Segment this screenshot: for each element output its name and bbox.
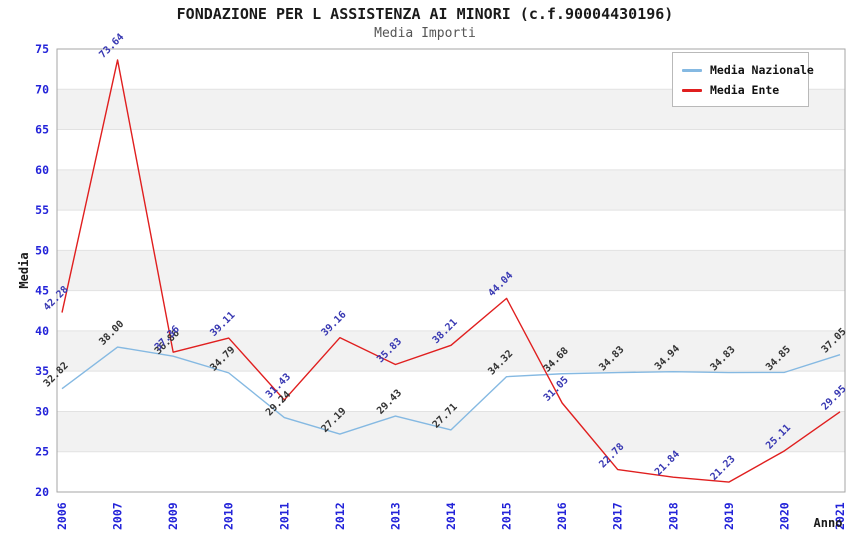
plot-frame	[56, 48, 846, 493]
band	[57, 330, 845, 372]
x-axis-label: Anno	[814, 516, 843, 530]
y-tick-label: 65	[35, 123, 49, 137]
y-tick-label: 50	[35, 243, 49, 257]
y-tick-label: 75	[35, 42, 49, 56]
value-label: 21.23	[709, 454, 738, 483]
legend: Media Nazionale Media Ente	[672, 52, 814, 107]
media-nazionale-line	[61, 346, 841, 435]
x-tick-label: 2012	[333, 502, 347, 530]
x-tick-label: 2009	[166, 502, 180, 530]
y-tick-label: 55	[35, 203, 49, 217]
media-ente-line	[61, 59, 841, 483]
x-tick-label: 2018	[666, 502, 680, 530]
x-tick-label: 2011	[277, 502, 291, 530]
x-tick-labels: 2006 2007 2009 2010 2011 2012 2013 2014 2015 2016…	[55, 502, 847, 530]
legend-item-media-nazionale: Media Nazionale	[682, 60, 814, 80]
y-tick-label: 30	[35, 404, 49, 418]
y-axis-label: Media	[17, 252, 31, 288]
y-tick-label: 60	[35, 163, 49, 177]
chart-subtitle: Media Importi	[374, 26, 476, 41]
value-label: 73.64	[97, 32, 126, 61]
x-tick-label: 2006	[55, 502, 69, 530]
x-tick-label: 2016	[555, 502, 569, 530]
x-tick-label: 2007	[111, 502, 125, 530]
band	[57, 250, 845, 291]
legend-label: Media Nazionale	[710, 63, 814, 77]
x-tick-label: 2017	[611, 502, 625, 530]
x-tick-label: 2021	[833, 502, 847, 530]
value-label: 31.05	[542, 375, 571, 404]
y-tick-label: 45	[35, 284, 49, 298]
x-tick-label: 2013	[388, 502, 402, 530]
y-tick-labels: 20 25 30 35 40 45 50 55 60 65 70 75	[35, 42, 49, 499]
legend-item-media-ente: Media Ente	[682, 80, 799, 100]
band	[57, 169, 845, 211]
band	[57, 411, 845, 452]
y-tick-label: 40	[35, 324, 49, 338]
y-tick-label: 70	[35, 82, 49, 96]
x-tick-label: 2010	[222, 502, 236, 530]
x-tick-label: 2015	[500, 502, 514, 530]
x-tick-label: 2014	[444, 502, 458, 530]
media-ente-line-swatch	[682, 88, 702, 92]
y-tick-label: 35	[35, 364, 49, 378]
y-tick-label: 20	[35, 485, 49, 499]
chart-title: FONDAZIONE PER L ASSISTENZA AI MINORI (c…	[176, 5, 674, 23]
plot-bands	[57, 89, 845, 452]
x-tick-label: 2019	[722, 502, 736, 530]
y-tick-label: 25	[35, 445, 49, 459]
legend-label: Media Ente	[710, 83, 780, 97]
value-label: 29.95	[820, 384, 849, 413]
media-nazionale-line-swatch	[682, 68, 702, 72]
x-tick-label: 2020	[777, 502, 791, 530]
value-label: 21.84	[653, 449, 682, 478]
